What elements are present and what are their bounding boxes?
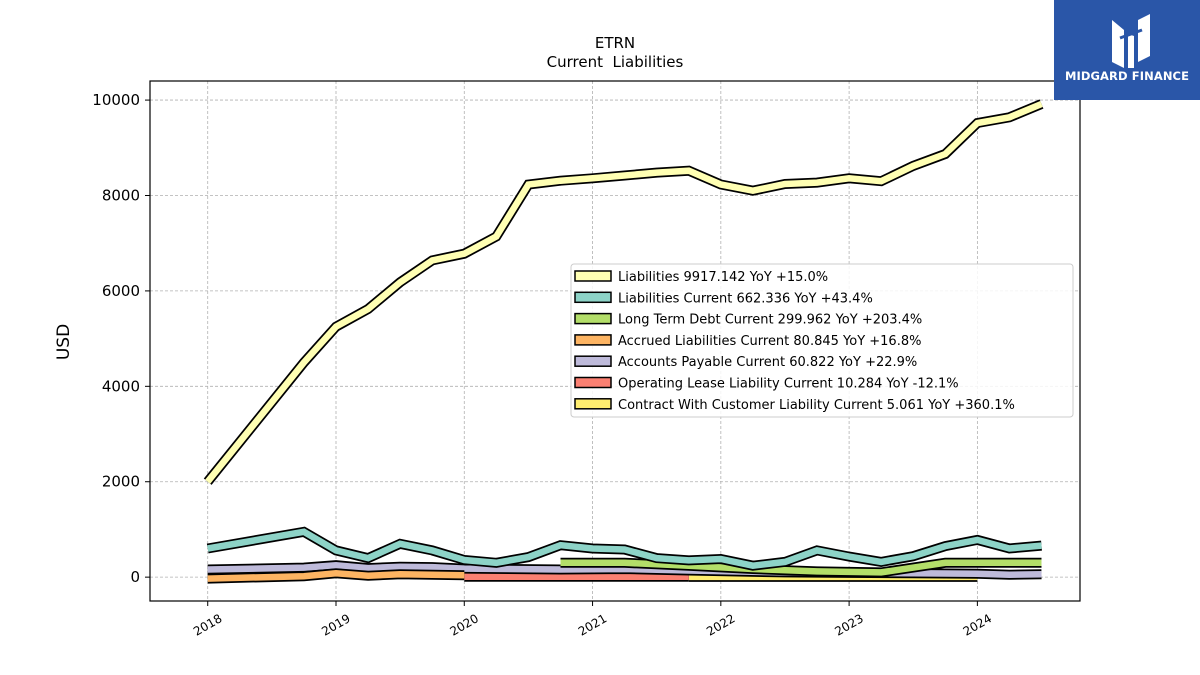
series-line [207,528,1042,569]
legend-label: Contract With Customer Liability Current… [618,398,1015,413]
legend-swatch [574,312,612,325]
chart-title: ETRN [595,34,635,52]
y-tick-label: 8000 [102,186,140,204]
legend-swatch [574,334,612,346]
series-line [205,100,1043,484]
x-tick-label: 2021 [576,611,609,638]
y-tick-label: 2000 [102,473,140,491]
y-tick-label: 10000 [92,91,140,109]
y-tick-label: 0 [130,568,140,586]
series-liabilities [203,99,1044,485]
legend-swatch [574,398,612,410]
x-tick-label: 2020 [448,611,481,638]
brand-name: MIDGARD FINANCE [1064,69,1190,83]
series-liabilities-current [206,526,1042,571]
legend-label: Accrued Liabilities Current 80.845 YoY +… [618,334,921,349]
x-tick-label: 2023 [832,611,865,638]
series-line [207,561,1042,579]
series-line [207,570,465,582]
legend-swatch [574,376,612,389]
legend-label: Liabilities 9917.142 YoY +15.0% [618,270,828,285]
series-line [560,559,1042,576]
midgard-logo-icon [1112,14,1150,68]
y-tick-label: 4000 [102,377,140,395]
x-tick-label: 2018 [191,611,224,638]
legend-label: Long Term Debt Current 299.962 YoY +203.… [618,313,922,328]
legend-label: Operating Lease Liability Current 10.284… [618,377,959,392]
y-axis-label: USD [54,324,74,360]
legend-swatch [574,270,612,282]
series-long-term-debt-current [560,557,1042,578]
legend-label: Accounts Payable Current 60.822 YoY +22.… [618,355,917,370]
legend-box [570,263,1074,418]
axis-ticks: 0 2000 4000 6000 8000 10000 2018 2019 2020 2021 20… [92,91,994,639]
series-accrued-liabilities-current [207,568,465,584]
plot-frame [149,80,1081,602]
brand-logo: MIDGARD FINANCE [1054,0,1200,100]
x-tick-label: 2019 [319,611,352,638]
legend-label: Liabilities Current 662.336 YoY +43.4% [618,291,873,306]
chart-subtitle: Current Liabilities [547,53,684,71]
series-layer [203,99,1044,584]
y-tick-label: 6000 [102,282,140,300]
legend: Liabilities 9917.142 YoY +15.0% Liabiliti… [570,263,1074,418]
series-accounts-payable-current [207,560,1042,580]
x-tick-label: 2024 [961,611,994,638]
x-tick-label: 2022 [704,611,737,638]
legend-swatch [574,355,612,367]
legend-swatch [574,291,612,304]
